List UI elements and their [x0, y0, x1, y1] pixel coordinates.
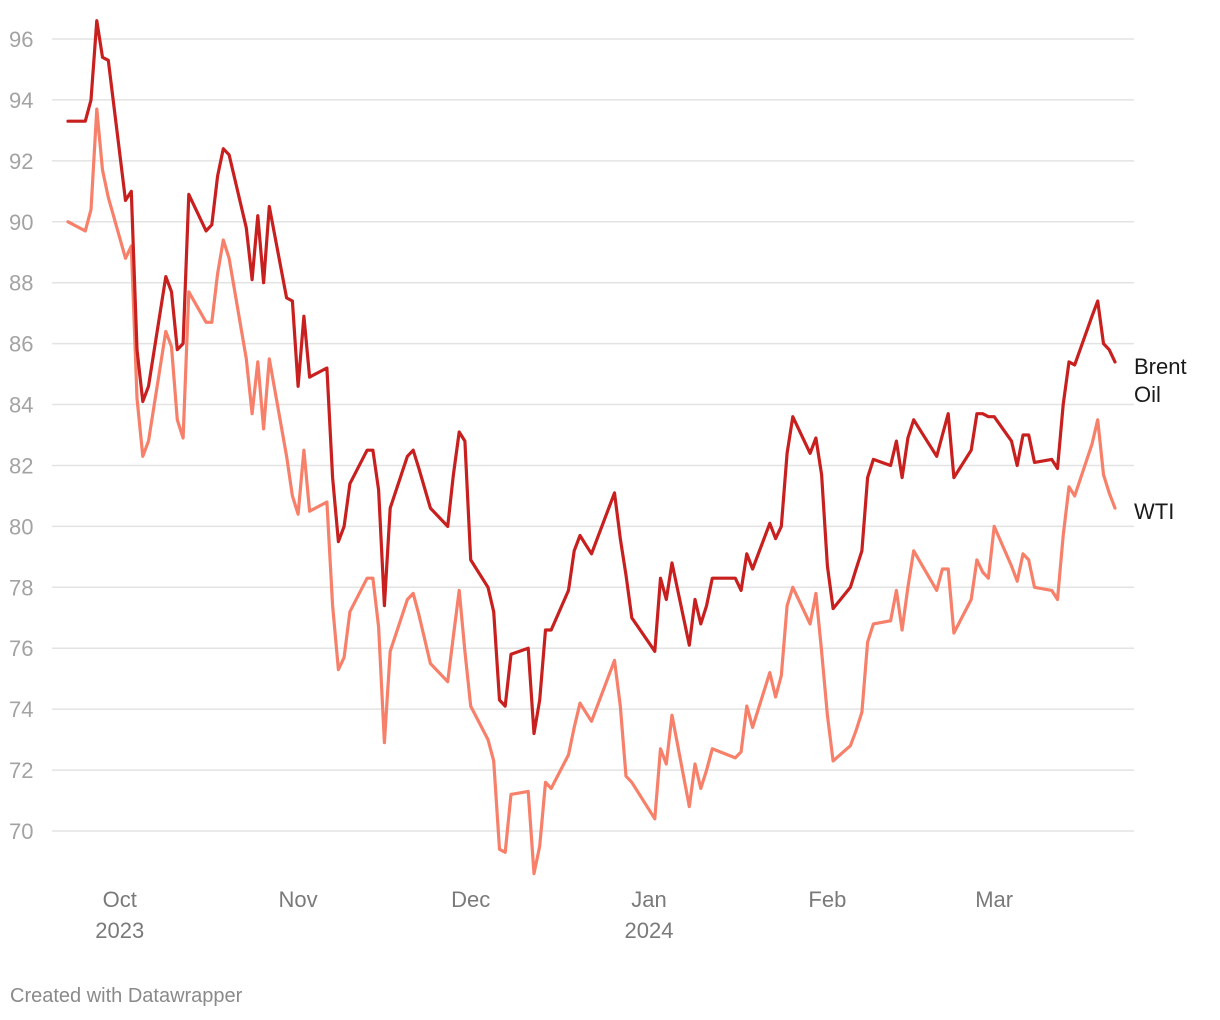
x-tick-label-oct: Oct: [103, 887, 137, 912]
x-tick-year-2023: 2023: [95, 918, 144, 943]
y-tick-label-90: 90: [9, 210, 33, 235]
series-line-brent-oil: [66, 19, 1117, 736]
y-tick-label-96: 96: [9, 27, 33, 52]
x-tick-label-nov: Nov: [279, 887, 318, 912]
y-tick-label-94: 94: [9, 88, 33, 113]
x-tick-label-jan: Jan: [631, 887, 666, 912]
credit-text: Created with Datawrapper: [10, 985, 243, 1007]
y-axis: 96 94 92 90 88 86 84 82 80 78 76 74 72 70: [9, 27, 33, 844]
series-label-brent-oil-1: Oil: [1134, 382, 1161, 407]
y-tick-label-78: 78: [9, 575, 33, 600]
y-tick-label-70: 70: [9, 819, 33, 844]
x-tick-label-feb: Feb: [808, 887, 846, 912]
gridlines: [52, 38, 1134, 832]
y-tick-label-92: 92: [9, 149, 33, 174]
y-tick-label-76: 76: [9, 636, 33, 661]
x-axis: Oct 2023 Nov Dec Jan 2024 Feb Mar: [95, 887, 1013, 943]
y-tick-label-88: 88: [9, 271, 33, 296]
line-chart: 96 94 92 90 88 86 84 82 80 78 76 74 72 70 Oct 2023 Nov D…: [9, 19, 1187, 943]
x-tick-label-dec: Dec: [451, 887, 490, 912]
y-tick-label-82: 82: [9, 453, 33, 478]
series-label-brent-oil-0: Brent: [1134, 354, 1187, 379]
series-lines: [66, 19, 1117, 876]
series-label-wti-0: WTI: [1134, 499, 1174, 524]
series-line-wti: [66, 107, 1117, 876]
y-tick-label-84: 84: [9, 393, 33, 418]
y-tick-label-86: 86: [9, 332, 33, 357]
y-tick-label-72: 72: [9, 758, 33, 783]
series-labels: Brent Oil WTI: [1134, 354, 1187, 524]
y-tick-label-74: 74: [9, 697, 33, 722]
x-tick-year-2024: 2024: [625, 918, 674, 943]
y-tick-label-80: 80: [9, 514, 33, 539]
x-tick-label-mar: Mar: [975, 887, 1013, 912]
